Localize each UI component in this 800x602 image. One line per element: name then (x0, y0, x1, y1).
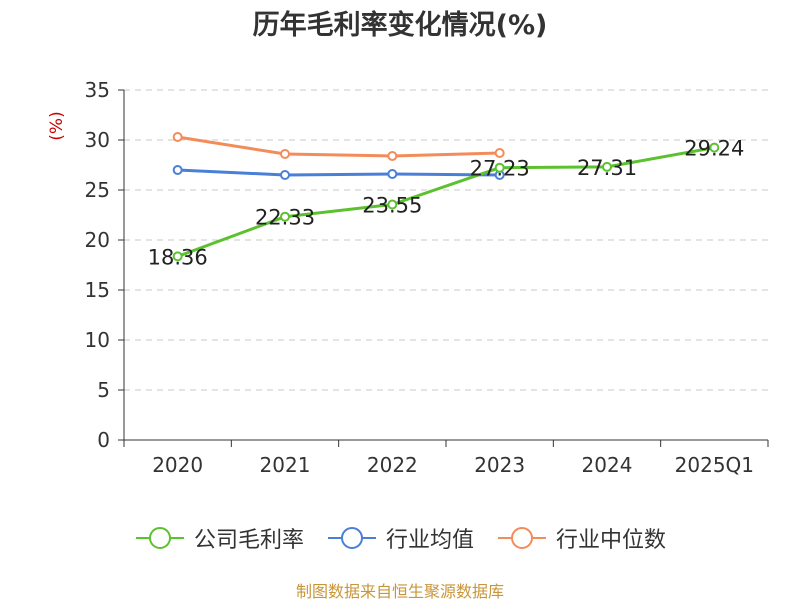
data-point (709, 142, 720, 153)
x-tick-label: 2020 (152, 453, 203, 477)
data-label: 22.33 (255, 206, 315, 230)
data-label: 27.23 (470, 157, 530, 181)
legend-swatch-icon (498, 527, 546, 549)
y-tick-label: 10 (85, 328, 110, 352)
data-point (280, 170, 290, 180)
x-tick-label: 2025Q1 (675, 453, 754, 477)
legend-swatch-icon (135, 527, 184, 549)
data-point (602, 161, 612, 172)
axes: 0 5 10 15 20 25 30 35 2020 2021 2022 2023 2024 2025Q1 (85, 78, 769, 477)
series-line (177, 168, 500, 177)
x-tick-label: 2023 (474, 453, 525, 477)
y-tick-label: 25 (85, 178, 110, 202)
data-label: 29.24 (684, 137, 744, 161)
y-tick-label: 0 (97, 428, 110, 452)
legend-swatch-icon (327, 527, 376, 549)
y-tick-label: 20 (85, 228, 110, 252)
legend-item[interactable]: 行业中位数 (496, 522, 666, 554)
legend-label: 公司毛利率 (193, 528, 304, 553)
data-point (172, 251, 183, 262)
legend-item[interactable]: 公司毛利率 (134, 522, 304, 554)
data-label: 23.55 (362, 194, 422, 218)
x-tick-label: 2024 (582, 453, 633, 477)
data-point (280, 211, 290, 222)
y-tick-label: 15 (85, 278, 110, 302)
legend-label: 行业均值 (385, 528, 474, 553)
x-tick-label: 2022 (367, 453, 418, 477)
line-chart: 历年毛利率变化情况(%) (%) 0 5 10 15 20 25 30 35 2020 2021 2… (47, 9, 769, 477)
series-lines (172, 132, 720, 262)
y-tick-label: 30 (85, 128, 110, 152)
chart-title: 历年毛利率变化情况(%) (253, 9, 548, 41)
data-labels: 18.36 22.33 23.55 27.23 27.31 29.24 (148, 137, 745, 270)
series-line (177, 146, 715, 258)
grid-lines (124, 89, 768, 391)
legend-label: 行业中位数 (556, 528, 667, 553)
series-line (177, 135, 500, 158)
data-point (172, 132, 183, 142)
data-point (172, 165, 183, 175)
source-note: 制图数据来自恒生聚源数据库 (295, 582, 504, 601)
data-point (494, 162, 505, 173)
data-label: 27.31 (577, 156, 637, 180)
data-label: 18.36 (148, 245, 208, 269)
y-tick-label: 5 (97, 378, 110, 402)
data-point (387, 169, 398, 179)
x-tick-label: 2021 (260, 453, 311, 477)
y-axis-label: (%) (47, 111, 67, 140)
data-point (387, 151, 398, 161)
legend: 公司毛利率 行业均值 行业中位数 (0, 520, 800, 556)
y-tick-label: 35 (85, 78, 110, 102)
data-point (387, 199, 398, 210)
data-point (494, 148, 505, 158)
legend-item[interactable]: 行业均值 (326, 522, 474, 554)
data-point (280, 149, 290, 159)
